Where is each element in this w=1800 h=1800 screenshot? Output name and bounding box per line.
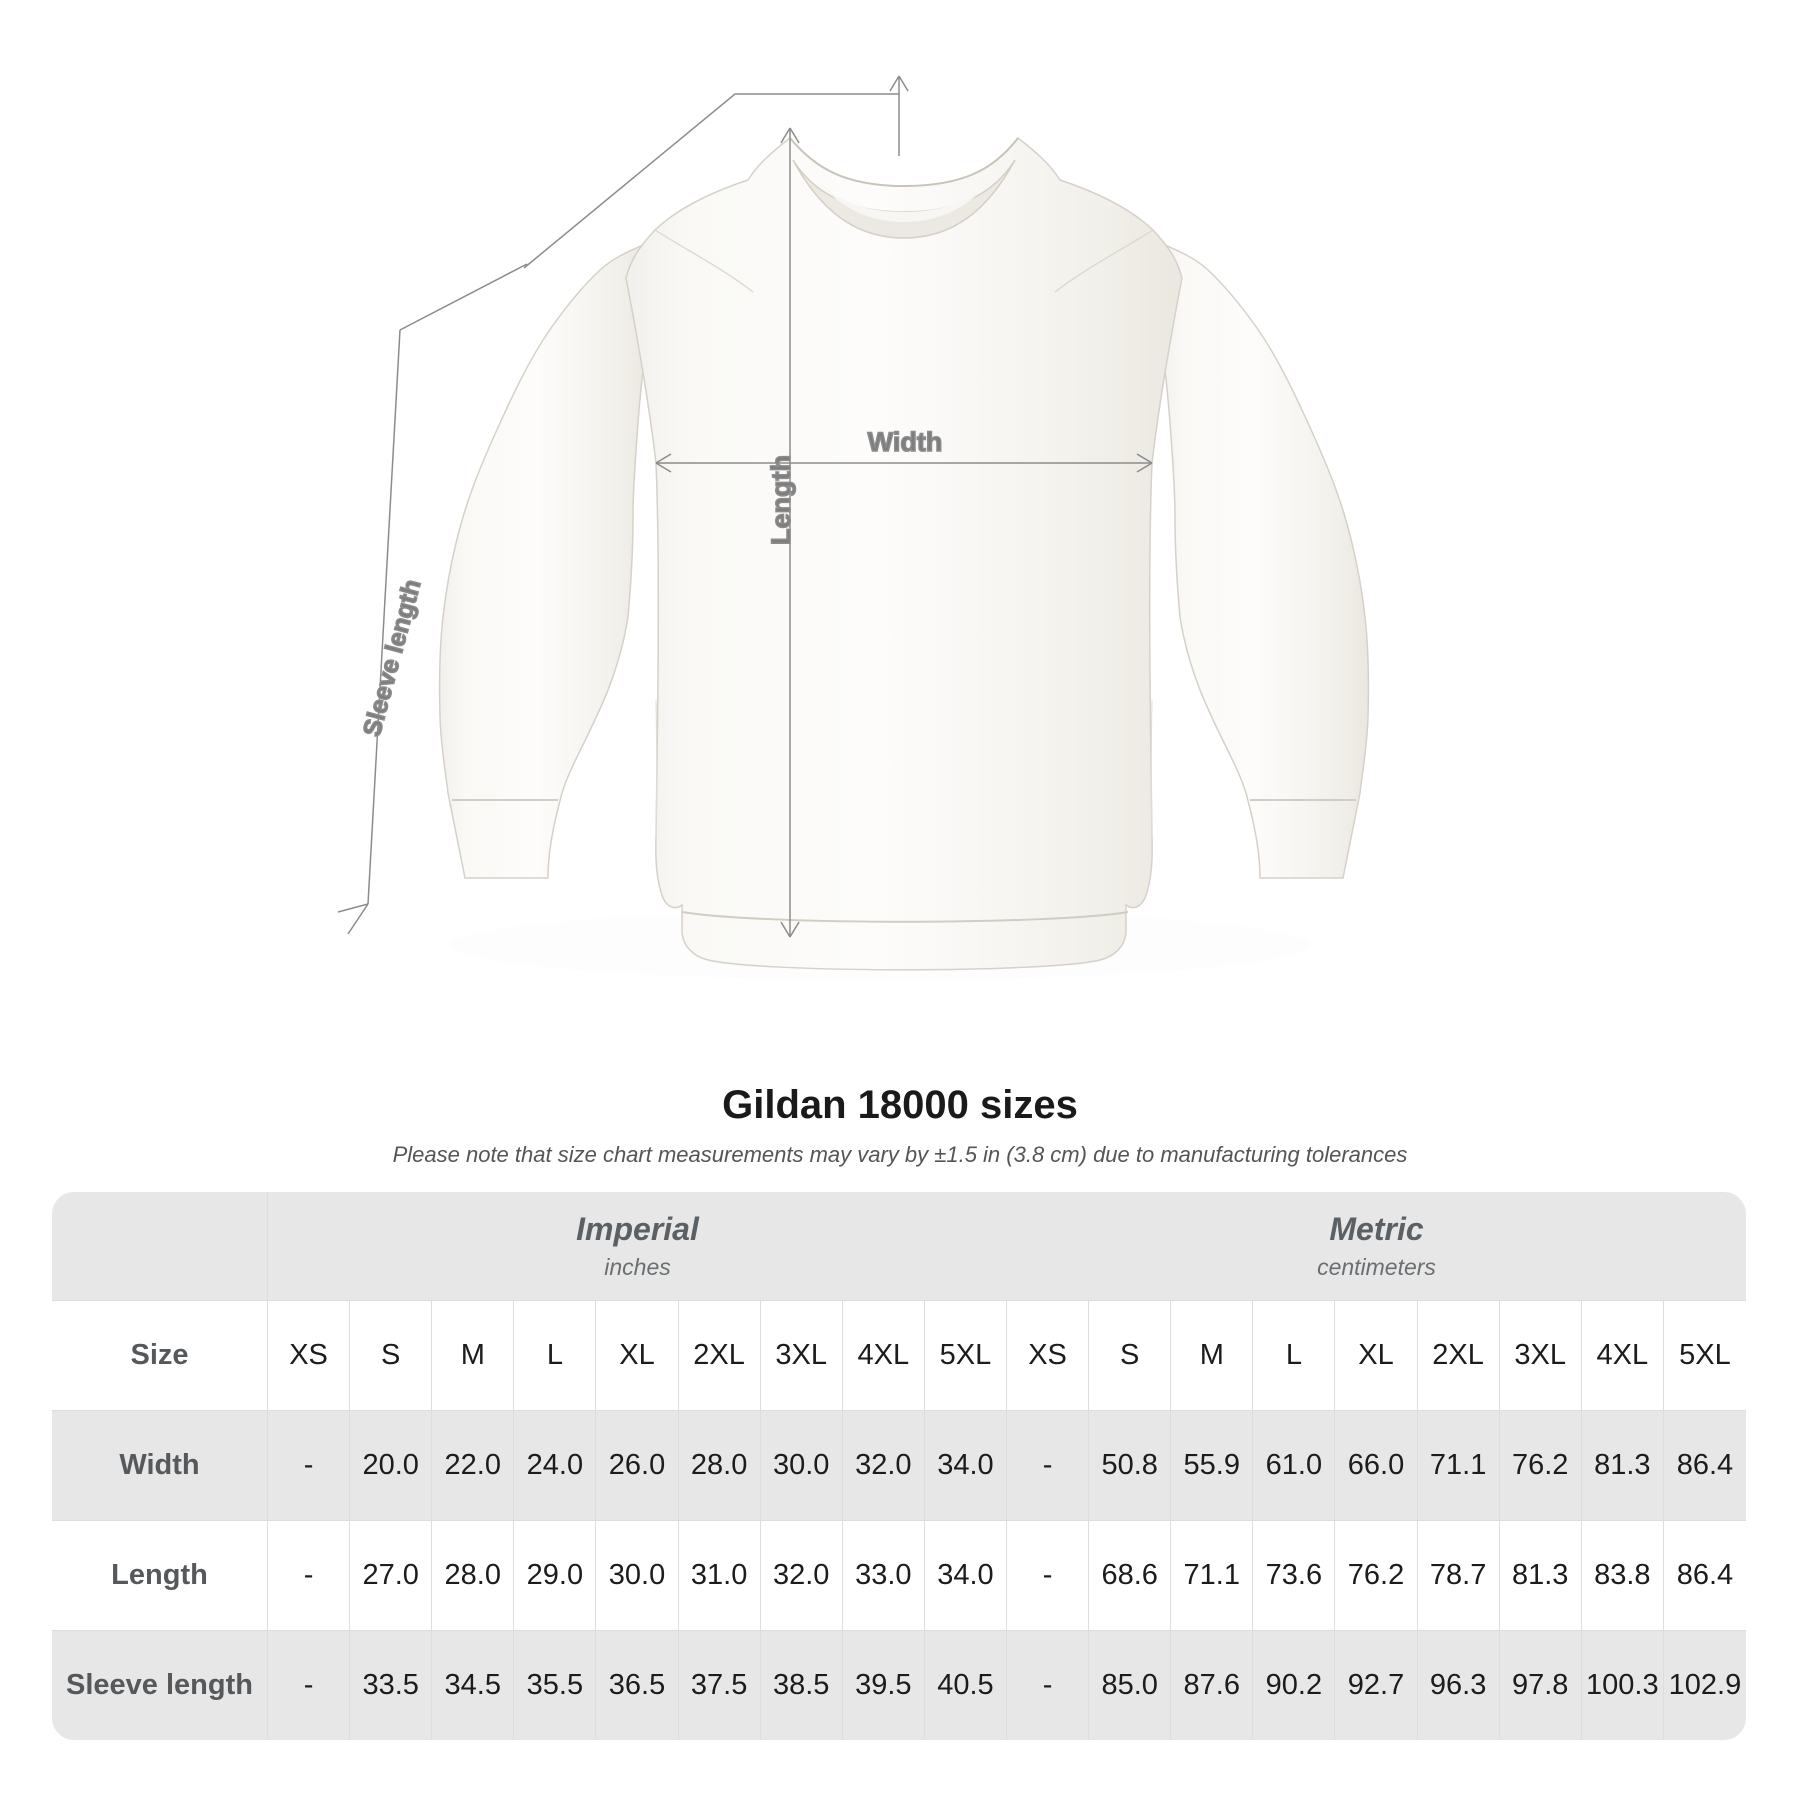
svg-text:Sleeve length: Sleeve length bbox=[358, 576, 427, 739]
svg-text:Length: Length bbox=[766, 455, 796, 545]
svg-text:Width: Width bbox=[868, 427, 943, 457]
